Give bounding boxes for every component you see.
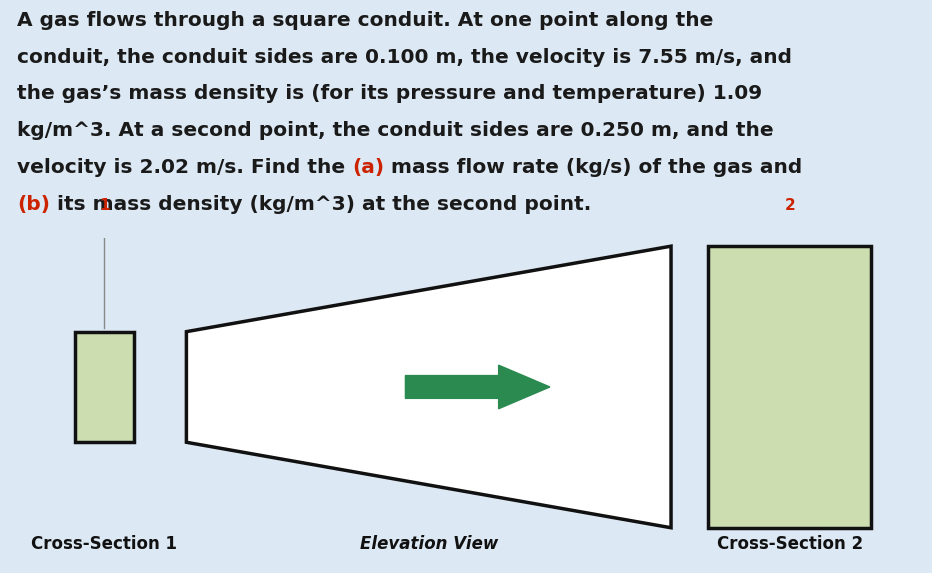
Text: 1: 1 [99,198,110,214]
Text: mass flow rate (kg/s) of the gas and: mass flow rate (kg/s) of the gas and [384,158,802,177]
Text: the gas’s mass density is (for its pressure and temperature) 1.09: the gas’s mass density is (for its press… [17,84,761,103]
Polygon shape [186,246,671,528]
Text: 2: 2 [785,198,795,214]
Text: Elevation View: Elevation View [360,535,498,553]
Bar [708,246,871,528]
Ellipse shape [76,178,132,234]
Text: A gas flows through a square conduit. At one point along the: A gas flows through a square conduit. At… [17,11,713,30]
Text: (a): (a) [352,158,384,177]
Bar [75,332,134,442]
FancyArrow shape [405,365,550,409]
Text: kg/m^3. At a second point, the conduit sides are 0.250 m, and the: kg/m^3. At a second point, the conduit s… [17,121,774,140]
Text: conduit, the conduit sides are 0.100 m, the velocity is 7.55 m/s, and: conduit, the conduit sides are 0.100 m, … [17,48,792,66]
Text: Cross-Section 2: Cross-Section 2 [717,535,863,553]
Text: velocity is 2.02 m/s. Find the: velocity is 2.02 m/s. Find the [17,158,352,177]
Text: Cross-Section 1: Cross-Section 1 [32,535,177,553]
Text: its mass density (kg/m^3) at the second point.: its mass density (kg/m^3) at the second … [49,195,591,214]
Text: (b): (b) [17,195,49,214]
Ellipse shape [762,178,818,234]
